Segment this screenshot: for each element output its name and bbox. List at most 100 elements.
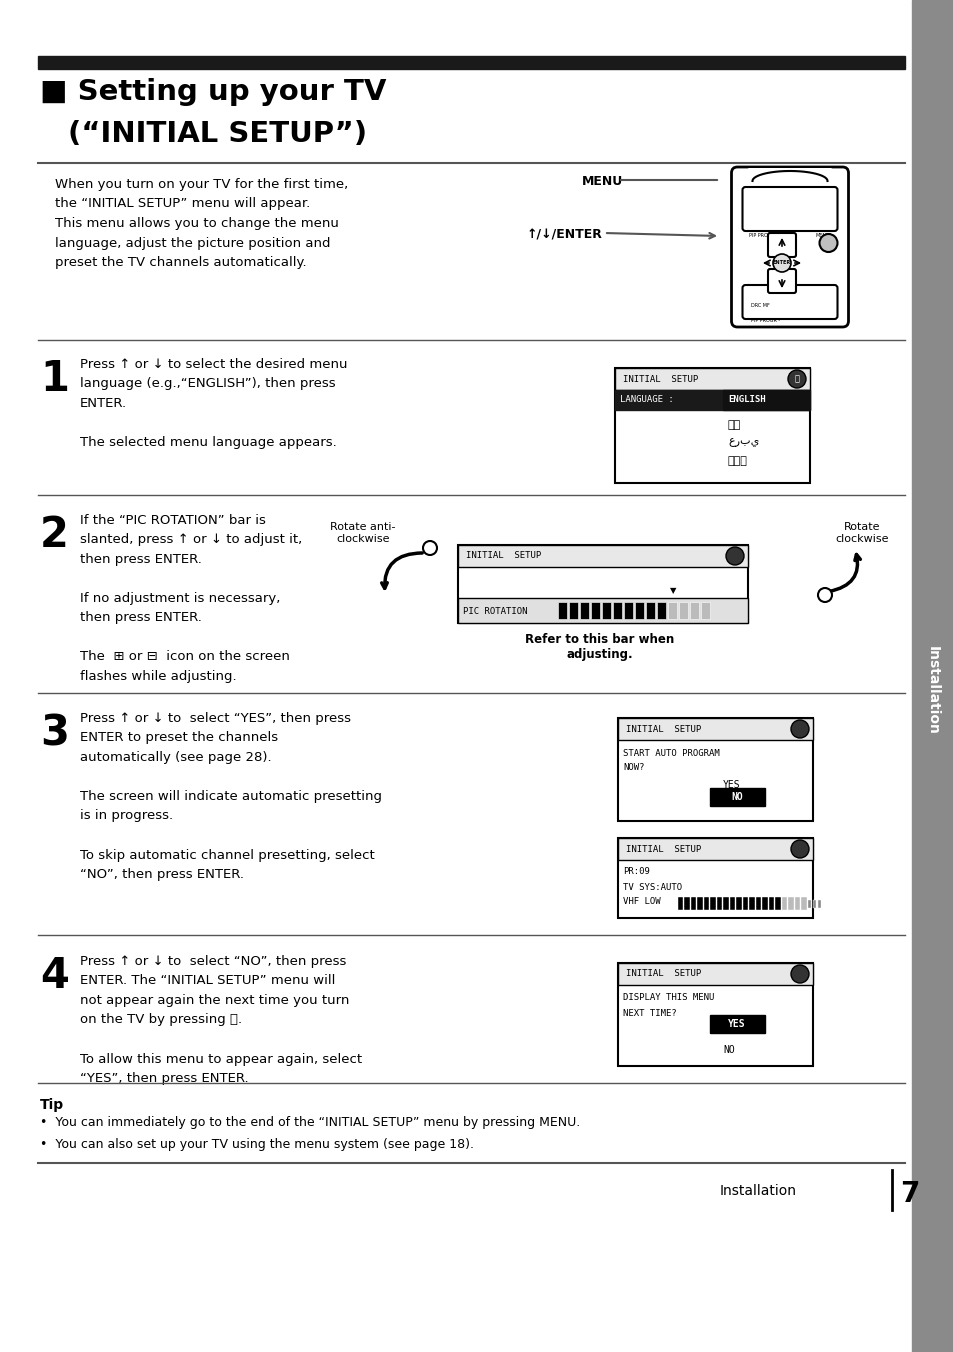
Text: 4: 4 [40,955,69,996]
Text: Installation: Installation [720,1184,796,1198]
Bar [457,545,747,623]
Text: Refer to this bar when
adjusting.: Refer to this bar when adjusting. [525,633,674,661]
Text: 3: 3 [40,713,69,754]
Bar [768,896,774,910]
Text: NO: NO [730,792,742,802]
Text: Tip: Tip [40,1098,64,1111]
Bar [794,896,800,910]
Text: Rotate
clockwise: Rotate clockwise [835,522,888,544]
Text: 1: 1 [40,358,69,400]
Bar [775,896,781,910]
Text: If the “PIC ROTATION” bar is
slanted, press ↑ or ↓ to adjust it,
then press ENTE: If the “PIC ROTATION” bar is slanted, pr… [80,514,302,683]
Bar [618,718,812,821]
Text: ไทย: ไทย [727,456,747,466]
Bar [755,896,760,910]
Bar [615,389,809,410]
FancyBboxPatch shape [741,285,837,319]
Text: When you turn on your TV for the first time,
the “INITIAL SETUP” menu will appea: When you turn on your TV for the first t… [55,178,348,269]
Bar [618,963,812,1065]
Text: LANGUAGE :: LANGUAGE : [619,396,673,404]
Bar [761,896,767,910]
Text: YES: YES [722,780,740,790]
Bar [689,602,699,619]
Text: 7: 7 [899,1180,919,1207]
Text: •  You can also set up your TV using the menu system (see page 18).: • You can also set up your TV using the … [40,1138,474,1151]
Bar [690,896,696,910]
Bar [457,598,747,623]
Text: INITIAL  SETUP: INITIAL SETUP [465,552,540,561]
Text: PIP PROGR +: PIP PROGR + [749,233,781,238]
Bar [635,602,643,619]
Bar [667,602,677,619]
Bar [618,838,812,860]
Text: ⓞ: ⓞ [794,375,799,384]
Text: INITIAL  SETUP: INITIAL SETUP [625,969,700,979]
Circle shape [817,588,831,602]
Bar [38,55,904,69]
Bar [700,602,709,619]
Circle shape [772,254,790,272]
Bar [801,896,806,910]
Bar [749,896,754,910]
Circle shape [790,840,808,859]
Text: PIC ROTATION: PIC ROTATION [462,607,527,615]
Text: TV SYS:AUTO: TV SYS:AUTO [622,883,681,891]
Bar [722,896,728,910]
Bar [568,602,578,619]
Bar [788,896,793,910]
Text: MENU: MENU [815,233,830,238]
Bar [781,896,786,910]
FancyBboxPatch shape [731,168,847,327]
Text: PR:09: PR:09 [622,868,649,876]
Bar [618,838,812,918]
Text: Press ↑ or ↓ to  select “YES”, then press
ENTER to preset the channels
automatic: Press ↑ or ↓ to select “YES”, then press… [80,713,381,882]
Text: ■ Setting up your TV: ■ Setting up your TV [40,78,386,105]
Bar [684,896,689,910]
Text: ▼: ▼ [669,585,676,595]
Bar [601,602,610,619]
Text: INITIAL  SETUP: INITIAL SETUP [622,375,698,384]
Text: PIP PROGR -: PIP PROGR - [751,318,780,323]
FancyBboxPatch shape [741,187,837,231]
Bar [623,602,633,619]
Bar [645,602,655,619]
FancyBboxPatch shape [767,233,795,257]
Bar [613,602,621,619]
Circle shape [790,965,808,983]
Text: Press ↑ or ↓ to select the desired menu
language (e.g.,“ENGLISH”), then press
EN: Press ↑ or ↓ to select the desired menu … [80,358,347,449]
Text: INITIAL  SETUP: INITIAL SETUP [625,725,700,734]
Text: 2: 2 [40,514,69,556]
Bar [657,602,665,619]
Bar [703,896,709,910]
Circle shape [790,721,808,738]
Text: INITIAL  SETUP: INITIAL SETUP [625,845,700,853]
Bar [678,896,682,910]
Text: NO: NO [722,1045,734,1055]
Text: 中文: 中文 [727,420,740,430]
Text: DISPLAY THIS MENU: DISPLAY THIS MENU [622,994,714,1002]
Text: عربي: عربي [727,437,759,448]
Text: Press ↑ or ↓ to  select “NO”, then press
ENTER. The “INITIAL SETUP” menu will
no: Press ↑ or ↓ to select “NO”, then press … [80,955,362,1086]
Bar [558,602,566,619]
Circle shape [787,370,805,388]
FancyBboxPatch shape [747,168,832,191]
Bar [729,896,735,910]
Circle shape [819,234,837,251]
Bar [579,602,588,619]
Bar [717,896,721,910]
Text: NOW?: NOW? [622,764,644,772]
Text: VHF LOW: VHF LOW [622,898,659,906]
Text: ENTER: ENTER [772,261,790,265]
Bar [710,896,716,910]
Text: ENGLISH: ENGLISH [727,396,765,404]
Bar [590,602,599,619]
Text: •  You can immediately go to the end of the “INITIAL SETUP” menu by pressing MEN: • You can immediately go to the end of t… [40,1115,579,1129]
Bar [807,900,810,909]
Text: DRC MF: DRC MF [751,303,769,308]
Bar [618,963,812,986]
Bar [679,602,687,619]
Text: ↑/↓/ENTER: ↑/↓/ENTER [526,228,602,241]
Text: START AUTO PROGRAM: START AUTO PROGRAM [622,749,719,757]
Bar [615,368,809,389]
Bar [615,368,809,483]
